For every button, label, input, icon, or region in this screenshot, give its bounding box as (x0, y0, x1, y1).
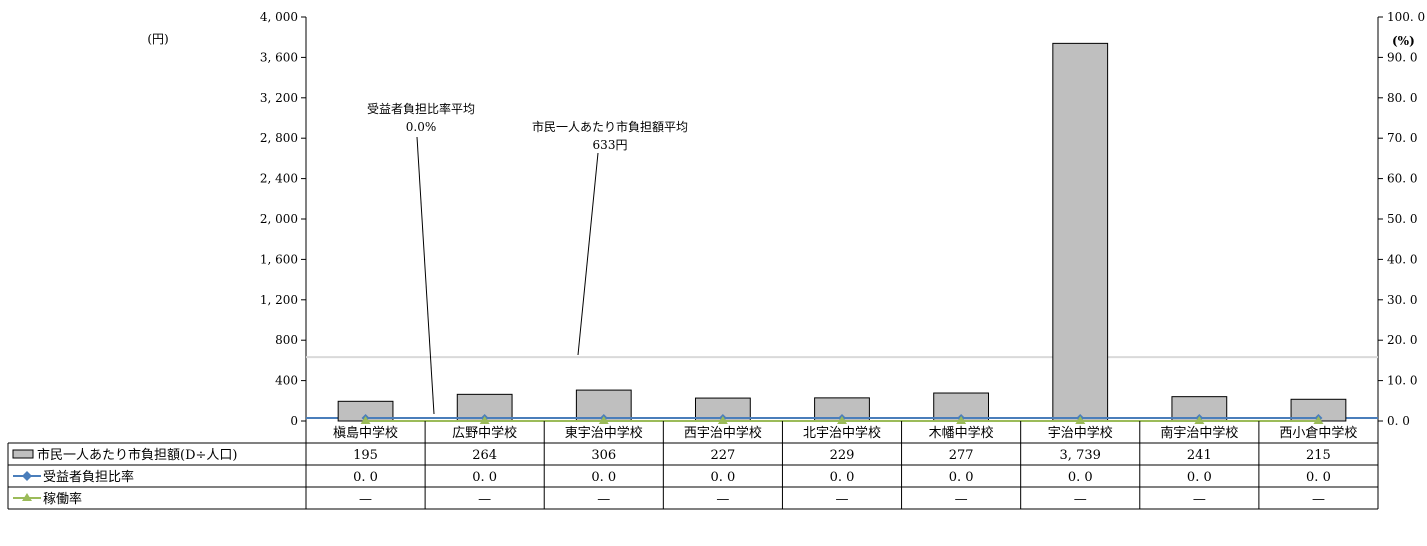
right-axis-tick-label: 40. 0 (1387, 252, 1418, 266)
table-value: 0. 0 (353, 470, 378, 485)
triangle-marker (360, 416, 371, 424)
table-value: — (1193, 492, 1206, 507)
left-axis-tick-label: 1, 200 (260, 293, 298, 307)
legend-series-name: 市民一人あたり市負担額(D÷人口) (37, 447, 237, 463)
table-value: 227 (710, 448, 735, 463)
cost-average-title: 市民一人あたり市負担額平均 (532, 119, 688, 134)
legend-series-name: 受益者負担比率 (43, 469, 134, 485)
table-value: — (597, 492, 610, 507)
bar (1052, 42, 1109, 422)
left-axis-tick-label: 800 (275, 333, 298, 347)
table-value: 0. 0 (591, 470, 616, 485)
table-value: — (1312, 492, 1325, 507)
table-value: — (836, 492, 849, 507)
table-value: 277 (949, 448, 974, 463)
table-value: 0. 0 (1068, 470, 1093, 485)
triangle-marker (1313, 416, 1324, 424)
table-value: — (716, 492, 729, 507)
left-axis-tick-label: 0 (290, 414, 298, 428)
table-value: 215 (1306, 448, 1331, 463)
right-axis-tick-label: 70. 0 (1387, 131, 1418, 145)
ratio-average-leader-line (416, 136, 435, 415)
table-value: 0. 0 (830, 470, 855, 485)
left-axis-unit-label: (円) (147, 32, 168, 46)
right-axis-tick-label: 90. 0 (1387, 50, 1418, 64)
category-label: 北宇治中学校 (803, 425, 881, 441)
left-axis-tick-label: 2, 400 (260, 172, 298, 186)
left-axis-tick-label: 3, 200 (260, 91, 298, 105)
left-axis-tick-label: 400 (275, 374, 298, 388)
table-value: 264 (472, 448, 497, 463)
right-axis-tick-label: 0. 0 (1387, 414, 1410, 428)
table-value: 241 (1187, 448, 1212, 463)
table-value: 0. 0 (710, 470, 735, 485)
right-axis-unit-label: (%) (1392, 34, 1415, 48)
left-axis-tick-label: 3, 600 (260, 50, 298, 64)
triangle-marker (1075, 416, 1086, 424)
legend-series-name: 稼働率 (43, 491, 82, 507)
right-axis-tick-label: 100. 0 (1387, 10, 1425, 24)
cost-average-value: 633円 (593, 138, 628, 152)
triangle-marker (837, 416, 847, 424)
right-axis-tick-label: 10. 0 (1387, 374, 1418, 388)
table-value: — (359, 492, 372, 507)
table-value: — (478, 492, 491, 507)
right-axis-tick-label: 50. 0 (1387, 212, 1418, 226)
triangle-marker (479, 416, 490, 424)
average-annotations: 受益者負担比率平均 0.0% 市民一人あたり市負担額平均 633円 (367, 101, 688, 415)
data-table: 槇島中学校 広野中学校 東宇治中学校 西宇治中学校 北宇治中学校 木幡中学校 宇治中学校 南宇… (7, 421, 1379, 510)
left-axis-tick-label: 2, 000 (260, 212, 298, 226)
table-value: 229 (830, 448, 855, 463)
triangle-marker (598, 416, 609, 424)
legend-key-diamond (22, 471, 32, 481)
triangle-marker (717, 416, 728, 424)
table-value: — (1074, 492, 1087, 507)
category-label: 東宇治中学校 (565, 425, 643, 441)
table-value: — (955, 492, 968, 507)
right-axis-tick-label: 80. 0 (1387, 91, 1418, 105)
left-axis-tick-label: 4, 000 (260, 10, 298, 24)
table-value: 0. 0 (1187, 470, 1212, 485)
table-value: 306 (591, 448, 616, 463)
category-label: 西宇治中学校 (684, 425, 762, 441)
ratio-average-title: 受益者負担比率平均 (367, 101, 475, 116)
category-label: 南宇治中学校 (1160, 425, 1238, 441)
table-value: 195 (353, 448, 378, 463)
right-axis-tick-label: 30. 0 (1387, 293, 1418, 307)
triangle-marker (956, 416, 967, 424)
table-value: 3, 739 (1060, 448, 1101, 463)
table-value: 0. 0 (949, 470, 974, 485)
table-value: 0. 0 (472, 470, 497, 485)
right-axis-tick-label: 20. 0 (1387, 333, 1418, 347)
bar-series (337, 42, 1347, 422)
left-axis-tick-label: 1, 600 (260, 252, 298, 266)
category-label: 宇治中学校 (1048, 425, 1113, 441)
category-label: 広野中学校 (452, 425, 517, 441)
right-axis: 0. 0 10. 0 20. 0 30. 0 40. 0 50. 0 60. 0 70. 0 8… (1377, 10, 1425, 428)
line-series (360, 414, 1324, 424)
left-axis-tick-label: 2, 800 (260, 131, 298, 145)
cost-average-leader-line (577, 152, 599, 356)
category-label: 槇島中学校 (333, 425, 398, 441)
triangle-marker (1194, 416, 1205, 424)
category-label: 西小倉中学校 (1279, 425, 1357, 441)
legend-key-bar (12, 449, 34, 459)
ratio-average-value: 0.0% (406, 120, 437, 134)
legend-key-triangle (22, 493, 32, 501)
right-axis-tick-label: 60. 0 (1387, 172, 1418, 186)
left-axis: 0 400 800 1, 200 1, 600 2, 000 2, 400 2, 800 3, … (260, 10, 307, 428)
category-label: 木幡中学校 (929, 425, 994, 441)
table-value: 0. 0 (1306, 470, 1331, 485)
